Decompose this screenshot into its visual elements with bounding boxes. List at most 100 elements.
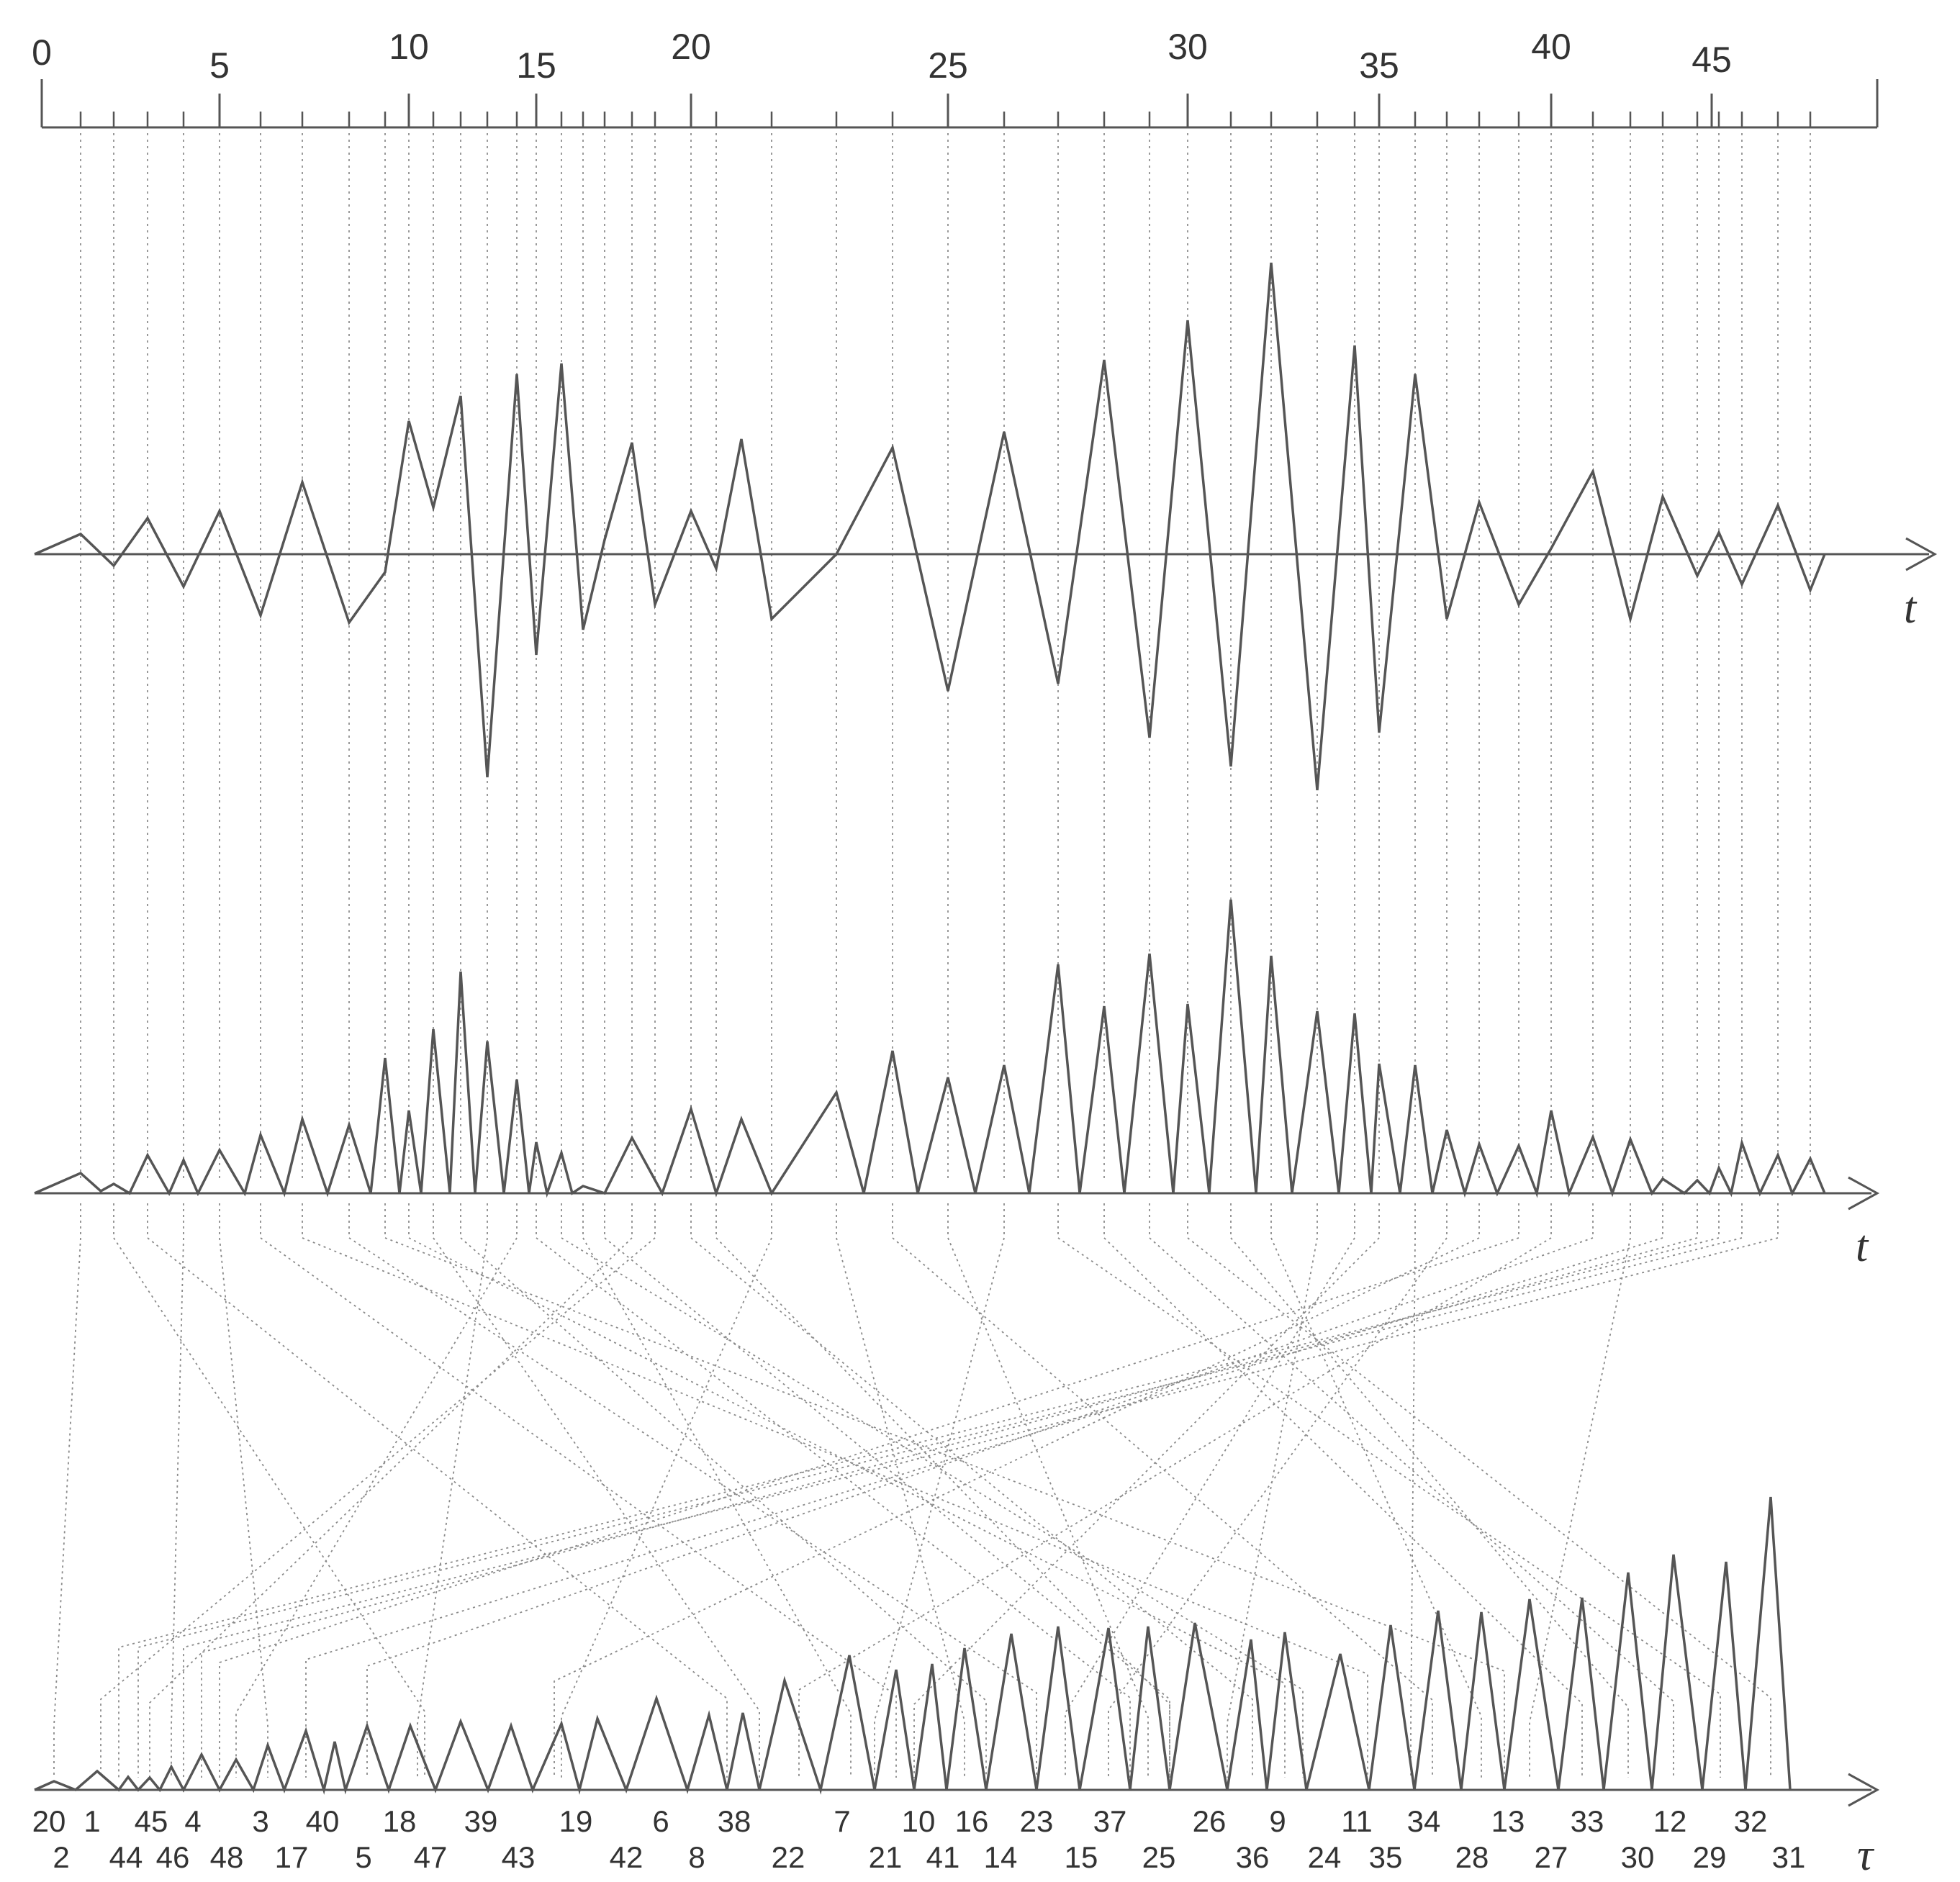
mapping-line [348, 1203, 1037, 1778]
tau-label: 47 [414, 1840, 448, 1874]
mapping-line [366, 1203, 1594, 1778]
tau-label: 36 [1236, 1840, 1270, 1874]
mapping-line [1057, 1203, 1721, 1778]
tau-label: 29 [1693, 1840, 1727, 1874]
top-time-axis: 0 5 10 15 20 25 30 35 40 45 [32, 27, 1879, 129]
mapping-lines [53, 1203, 1779, 1778]
tau-label: 12 [1653, 1804, 1687, 1838]
tau-label: 33 [1571, 1804, 1604, 1838]
tau-label: 15 [1065, 1840, 1098, 1874]
mapping-line [1149, 1203, 1674, 1778]
tau-label: 28 [1455, 1840, 1489, 1874]
tau-labels-row1: 20 1 45 4 3 40 18 39 19 6 38 7 10 16 23 37 26 9 11 34 13 33 12… [32, 1804, 1768, 1838]
mapping-line [201, 1203, 1698, 1778]
sorted-panel: τ 20 1 45 4 3 40 18 39 19 6 38 7 10 16 23 37 26 9 11 34 13 33… [32, 1496, 1880, 1880]
tau-label: 39 [464, 1804, 498, 1838]
tau-labels-row2: 2 44 46 48 17 5 47 43 42 8 22 21 41 14 15 25 36 24 35 28 27 3… [53, 1840, 1805, 1874]
tau-label: 37 [1093, 1804, 1127, 1838]
mapping-line [171, 1203, 184, 1778]
top-axis-labels: 0 5 10 15 20 25 30 35 40 45 [32, 27, 1732, 86]
mapping-line [892, 1203, 1433, 1778]
tick-label: 15 [516, 45, 556, 86]
tau-label: 6 [652, 1804, 669, 1838]
tau-label: 44 [109, 1840, 143, 1874]
abs-waveform [34, 899, 1826, 1198]
tau-label: 35 [1369, 1840, 1403, 1874]
mapping-line [561, 1203, 772, 1778]
mapping-line [582, 1203, 852, 1778]
mapping-line [460, 1203, 987, 1778]
mapping-line [1410, 1203, 1416, 1778]
mapping-line [690, 1203, 1253, 1778]
tau-label: 22 [772, 1840, 805, 1874]
tau-label: 30 [1621, 1840, 1655, 1874]
tau-label: 27 [1535, 1840, 1568, 1874]
tick-label: 25 [928, 45, 968, 86]
mapping-line [798, 1203, 1552, 1778]
mapping-line [137, 1203, 1743, 1778]
mapping-line [554, 1203, 1480, 1778]
tau-label: 7 [834, 1804, 850, 1838]
tau-label: 26 [1193, 1804, 1227, 1838]
tau-axis-arrowhead [1848, 1773, 1880, 1807]
mapping-line [219, 1203, 1519, 1778]
mapping-line [1187, 1203, 1771, 1778]
mapping-line [561, 1203, 1304, 1778]
mapping-line [305, 1203, 1663, 1778]
mapping-line [408, 1203, 1286, 1778]
tau-label: 24 [1308, 1840, 1342, 1874]
tau-label: 20 [32, 1804, 66, 1838]
mapping-line [604, 1203, 1170, 1778]
tick-label: 0 [32, 32, 52, 73]
mapping-line [913, 1203, 1380, 1778]
tick-label: 10 [389, 27, 429, 67]
mapping-line [1270, 1203, 1482, 1778]
mapping-line [183, 1203, 1779, 1778]
tau-label: 1 [83, 1804, 100, 1838]
tau-label: 8 [688, 1840, 705, 1874]
abs-axis-label: t [1856, 1222, 1869, 1271]
mapping-line [149, 1203, 633, 1778]
mapping-line [1108, 1203, 1448, 1778]
signal-panel: t [34, 262, 1938, 791]
sorted-waveform [34, 1496, 1792, 1795]
mapping-line [118, 1203, 1720, 1778]
tick-label: 40 [1531, 27, 1571, 67]
tau-label: 16 [955, 1804, 989, 1838]
tau-label: 5 [355, 1840, 371, 1874]
mapping-line [1065, 1203, 1355, 1778]
mapping-line [1230, 1203, 1629, 1778]
mapping-line [53, 1203, 81, 1778]
top-axis-ticks [79, 94, 1812, 127]
mapping-line [874, 1203, 1005, 1778]
mapping-line [260, 1203, 897, 1778]
mapping-line [384, 1203, 1505, 1778]
mapping-line [113, 1203, 425, 1778]
tau-label: 21 [869, 1840, 903, 1874]
tau-label: 41 [926, 1840, 960, 1874]
signal-waveform [34, 262, 1826, 791]
mapping-line [147, 1203, 728, 1778]
tau-label: 14 [984, 1840, 1018, 1874]
tick-label: 5 [209, 45, 230, 86]
tau-label: 2 [53, 1840, 69, 1874]
tau-label: 45 [135, 1804, 168, 1838]
mapping-line [1227, 1203, 1318, 1778]
mapping-line [836, 1203, 965, 1778]
tau-label: 34 [1407, 1804, 1441, 1838]
mapping-line [947, 1203, 1149, 1778]
tau-label: 17 [275, 1840, 309, 1874]
tick-label: 35 [1359, 45, 1399, 86]
mapping-line [433, 1203, 760, 1778]
tick-label: 45 [1692, 40, 1732, 80]
tau-label: 9 [1269, 1804, 1286, 1838]
tau-label: 48 [210, 1840, 244, 1874]
tick-label: 30 [1168, 27, 1208, 67]
abs-axis-arrowhead [1848, 1176, 1880, 1211]
tau-label: 4 [184, 1804, 201, 1838]
tau-label: 40 [306, 1804, 340, 1838]
mapping-line [219, 1203, 268, 1778]
signal-axis-label: t [1904, 584, 1918, 633]
mapping-line [715, 1203, 1170, 1778]
